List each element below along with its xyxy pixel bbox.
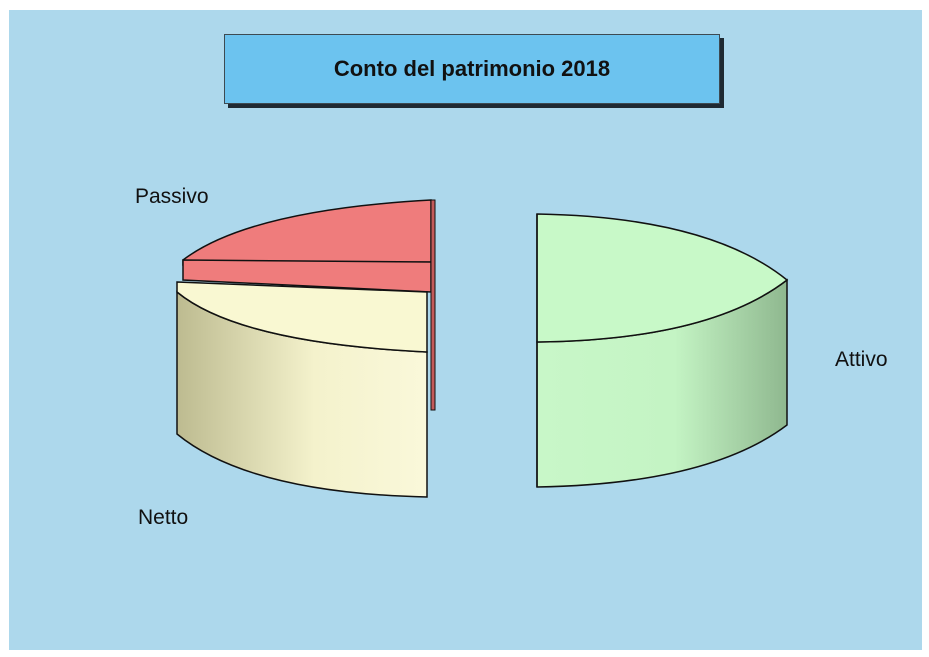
slice-attivo-top bbox=[536, 213, 789, 343]
slice-passivo-top bbox=[182, 199, 432, 266]
slice-passivo-back bbox=[430, 199, 436, 411]
slice-label-attivo: Attivo bbox=[835, 348, 888, 371]
pie-chart: Passivo Attivo Netto bbox=[135, 185, 888, 529]
chart-title: Conto del patrimonio 2018 bbox=[333, 56, 611, 81]
chart-area: Conto del patrimonio 2018 Passivo bbox=[9, 10, 922, 650]
slice-netto-top bbox=[176, 281, 428, 353]
slice-label-passivo: Passivo bbox=[135, 185, 209, 208]
chart-title-box: Conto del patrimonio 2018 bbox=[224, 34, 720, 104]
slice-label-netto: Netto bbox=[138, 506, 188, 529]
